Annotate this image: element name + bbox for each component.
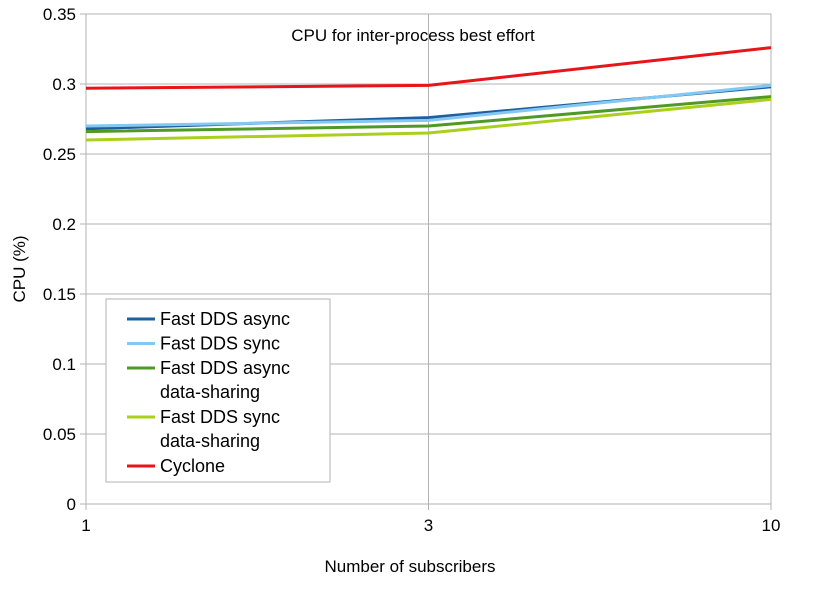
y-tick-label: 0.3 <box>52 75 76 94</box>
legend-label: Fast DDS async <box>160 358 290 378</box>
legend-label: Fast DDS async <box>160 309 290 329</box>
legend-label: Fast DDS sync <box>160 407 280 427</box>
x-axis-ticks: 1 3 10 <box>81 504 780 535</box>
legend-label: data-sharing <box>160 431 260 451</box>
y-tick-label: 0.2 <box>52 215 76 234</box>
y-tick-label: 0.35 <box>43 5 76 24</box>
y-tick-label: 0.25 <box>43 145 76 164</box>
x-axis-label: Number of subscribers <box>324 557 495 576</box>
series-line-4 <box>85 46 772 90</box>
series-line-1 <box>85 83 772 128</box>
legend-label: Fast DDS sync <box>160 334 280 354</box>
x-tick-label: 10 <box>762 516 781 535</box>
legend: Fast DDS async Fast DDS sync Fast DDS asyn… <box>105 298 331 483</box>
legend-label: Cyclone <box>160 456 225 476</box>
y-tick-label: 0.15 <box>43 285 76 304</box>
y-tick-label: 0 <box>67 495 76 514</box>
legend-label: data-sharing <box>160 382 260 402</box>
y-tick-label: 0.1 <box>52 355 76 374</box>
y-tick-label: 0.05 <box>43 425 76 444</box>
legend-box <box>105 298 331 483</box>
x-tick-label: 3 <box>424 516 433 535</box>
series-lines <box>85 46 772 142</box>
x-tick-label: 1 <box>81 516 90 535</box>
chart-title: CPU for inter-process best effort <box>291 26 535 45</box>
series-line-3 <box>85 97 772 142</box>
y-axis-ticks: 0 0.05 0.1 0.15 0.2 0.25 0.3 0.35 <box>43 5 86 514</box>
y-axis-label: CPU (%) <box>10 235 29 302</box>
series-line-2 <box>85 95 772 134</box>
